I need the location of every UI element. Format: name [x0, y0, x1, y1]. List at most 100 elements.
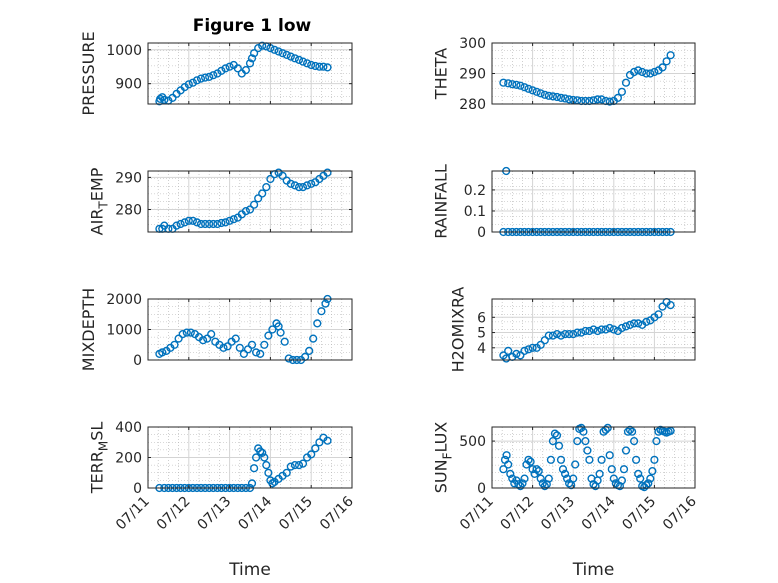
data-point	[540, 482, 549, 491]
data-point	[307, 179, 316, 188]
data-point	[617, 476, 627, 485]
x-tick-label: 07/13	[538, 494, 578, 534]
data-point	[241, 207, 251, 216]
data-point	[260, 453, 269, 462]
data-point	[532, 87, 541, 96]
data-point	[571, 460, 580, 469]
data-point	[184, 216, 193, 225]
data-point	[520, 346, 529, 356]
data-point	[258, 189, 267, 198]
data-point	[623, 427, 633, 436]
data-point	[192, 218, 202, 227]
data-point	[666, 301, 675, 310]
data-point	[203, 334, 212, 343]
data-point	[264, 468, 273, 477]
data-point	[247, 479, 257, 488]
data-point	[247, 340, 257, 349]
data-point	[205, 72, 214, 82]
data-point	[621, 446, 631, 455]
data-point	[205, 219, 214, 229]
data-point	[619, 465, 629, 474]
data-point	[544, 474, 553, 483]
figure-title: Figure 1 low	[193, 16, 312, 36]
data-point	[252, 453, 261, 462]
data-point	[254, 194, 263, 203]
data-point	[544, 91, 553, 100]
y-tick-label: 900	[115, 77, 142, 93]
data-point	[282, 468, 291, 477]
data-point	[286, 462, 295, 471]
data-point	[323, 168, 332, 177]
data-point	[235, 343, 244, 352]
data-point	[540, 336, 549, 345]
data-point	[298, 57, 308, 66]
data-point	[311, 444, 320, 453]
data-point	[650, 455, 659, 464]
data-point	[634, 66, 643, 75]
y-tick-label: 290	[115, 170, 142, 186]
y-tick-label: 1000	[106, 323, 142, 339]
data-point	[652, 437, 661, 446]
y-axis-label: SUNFLUX	[432, 422, 455, 494]
y-tick-label: 400	[115, 420, 142, 436]
x-axis-label: Time	[228, 560, 271, 580]
data-point	[504, 346, 513, 356]
data-point	[278, 49, 287, 58]
data-point	[621, 78, 631, 87]
data-point	[556, 331, 566, 340]
data-point	[642, 481, 651, 490]
x-tick-label: 07/15	[619, 494, 659, 534]
data-point	[217, 218, 226, 228]
data-point	[658, 63, 667, 72]
data-point	[229, 215, 238, 224]
major-grid	[148, 43, 352, 104]
data-point	[552, 330, 562, 339]
y-tick-label: 0	[133, 481, 142, 497]
major-grid	[148, 299, 352, 360]
data-point	[564, 330, 574, 339]
x-tick-label: 07/15	[276, 494, 316, 534]
y-tick-label: 5	[477, 326, 486, 342]
data-point	[569, 330, 578, 339]
data-point	[262, 461, 271, 470]
data-point	[516, 351, 525, 360]
data-point	[556, 455, 566, 464]
data-point	[662, 57, 671, 66]
data-point	[278, 171, 287, 180]
data-point	[294, 461, 304, 470]
data-point	[199, 336, 208, 345]
data-point	[188, 216, 198, 225]
minor-grid	[492, 299, 695, 360]
data-point	[528, 343, 537, 352]
data-point	[564, 479, 574, 488]
data-point	[243, 345, 253, 354]
data-point	[552, 431, 562, 440]
data-markers	[499, 423, 675, 492]
data-point	[564, 95, 574, 104]
minor-grid	[148, 43, 352, 104]
data-point	[499, 465, 508, 474]
y-tick-label: 4	[477, 341, 486, 357]
data-point	[520, 83, 529, 92]
y-axis-label: TERRMSL	[88, 422, 111, 495]
data-point	[319, 62, 328, 71]
data-point	[536, 340, 545, 349]
y-axis-label: RAINFALL	[432, 164, 451, 239]
data-point	[184, 80, 193, 89]
data-point	[617, 87, 627, 96]
data-point	[629, 437, 639, 446]
data-point	[504, 460, 513, 469]
data-point	[650, 67, 659, 77]
data-point	[605, 451, 614, 460]
data-point	[634, 469, 643, 479]
y-tick-label: 200	[115, 451, 142, 467]
y-axis-label: THETA	[432, 48, 451, 100]
x-tick-label: 07/12	[154, 494, 194, 534]
data-point	[282, 50, 291, 60]
data-point	[276, 328, 285, 337]
data-point	[250, 200, 259, 209]
data-point	[546, 455, 556, 464]
data-point	[294, 55, 304, 65]
data-point	[158, 348, 167, 357]
